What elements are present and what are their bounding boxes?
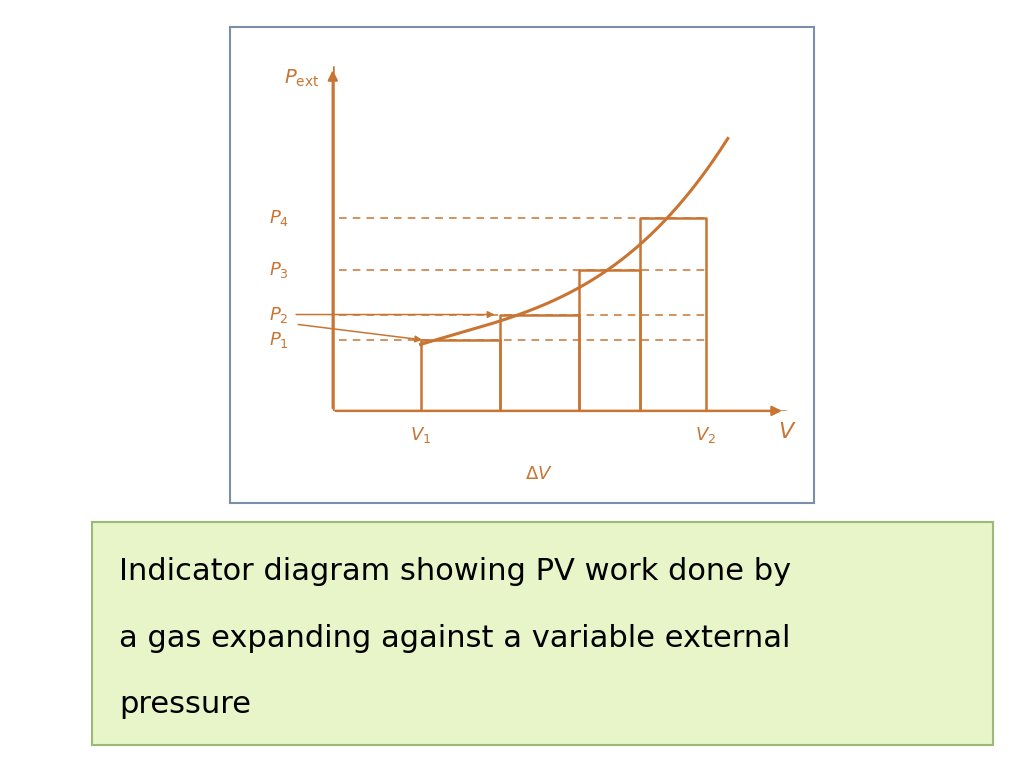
Text: $P_4$: $P_4$ [268, 208, 289, 228]
Text: $P_2$: $P_2$ [269, 305, 289, 325]
Text: $P_{\rm ext}$: $P_{\rm ext}$ [285, 68, 319, 88]
Text: $P_3$: $P_3$ [269, 260, 289, 280]
Text: $V$: $V$ [778, 422, 797, 442]
Text: a gas expanding against a variable external: a gas expanding against a variable exter… [119, 624, 791, 653]
Text: $\Delta V$: $\Delta V$ [525, 465, 553, 484]
Text: Indicator diagram showing PV work done by: Indicator diagram showing PV work done b… [119, 557, 792, 586]
Text: $P_1$: $P_1$ [269, 330, 289, 350]
Text: $V_2$: $V_2$ [695, 425, 717, 445]
Text: pressure: pressure [119, 690, 251, 720]
Text: $V_1$: $V_1$ [410, 425, 431, 445]
